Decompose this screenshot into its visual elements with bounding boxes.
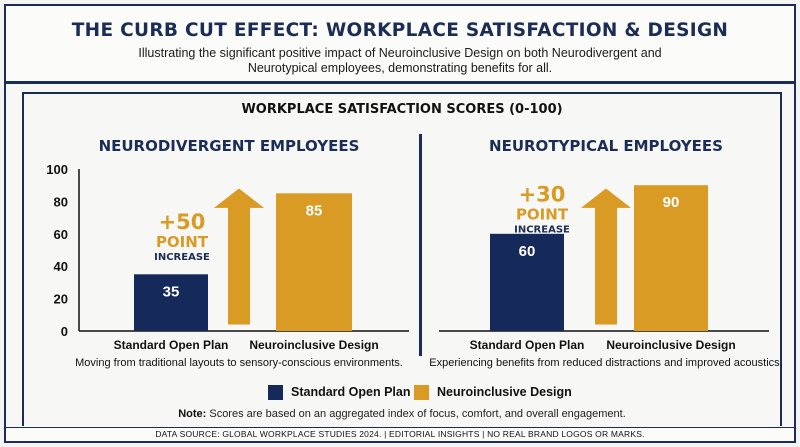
increase-number: +50 bbox=[159, 210, 206, 234]
chart-caption: Moving from traditional layouts to senso… bbox=[75, 357, 403, 369]
increase-unit: POINT bbox=[156, 233, 209, 251]
chart-panel: WORKPLACE SATISFACTION SCORES (0-100) NE… bbox=[22, 92, 783, 426]
y-tick-label: 20 bbox=[54, 292, 68, 307]
panel-title: WORKPLACE SATISFACTION SCORES (0-100) bbox=[241, 102, 563, 117]
note-text: Scores are based on an aggregated index … bbox=[206, 408, 626, 420]
legend-item-neuroinclusive: Neuroinclusive Design bbox=[414, 382, 572, 402]
y-tick-label: 0 bbox=[61, 324, 68, 339]
header: THE CURB CUT EFFECT: WORKPLACE SATISFACT… bbox=[6, 6, 794, 84]
bar bbox=[490, 233, 564, 331]
page-subtitle: Illustrating the significant positive im… bbox=[138, 46, 662, 75]
note: Note: Scores are based on an aggregated … bbox=[24, 408, 780, 420]
bar-charts: NEURODIVERGENT EMPLOYEES 0 20 40 60 80 100 35 St… bbox=[46, 137, 782, 369]
bar-value-label: 60 bbox=[519, 243, 536, 260]
increase-number: +30 bbox=[519, 182, 566, 206]
footer: DATA SOURCE: GLOBAL WORKPLACE STUDIES 20… bbox=[6, 427, 794, 441]
legend-swatch-neuroinclusive bbox=[414, 384, 429, 400]
infographic-frame: THE CURB CUT EFFECT: WORKPLACE SATISFACT… bbox=[4, 4, 796, 443]
bar bbox=[634, 185, 708, 331]
x-category-label: Neuroinclusive Design bbox=[606, 338, 735, 352]
increase-arrow-icon bbox=[214, 188, 264, 325]
x-category-label: Standard Open Plan bbox=[114, 338, 229, 352]
x-category-label: Standard Open Plan bbox=[470, 338, 585, 352]
increase-unit: POINT bbox=[516, 205, 569, 223]
y-tick-label: 60 bbox=[54, 227, 68, 242]
legend-item-standard: Standard Open Plan bbox=[268, 382, 410, 402]
y-tick-label: 100 bbox=[46, 162, 68, 177]
note-label: Note: bbox=[178, 408, 207, 420]
chart-title: NEURODIVERGENT EMPLOYEES bbox=[99, 137, 360, 155]
bar bbox=[134, 274, 208, 331]
y-tick-label: 80 bbox=[54, 194, 68, 209]
increase-label: INCREASE bbox=[154, 252, 210, 263]
increase-label: INCREASE bbox=[514, 224, 570, 235]
bar-value-label: 90 bbox=[663, 194, 680, 211]
panel-divider bbox=[419, 134, 422, 356]
x-category-label: Neuroinclusive Design bbox=[249, 338, 378, 352]
bar bbox=[276, 193, 352, 331]
legend-label-standard: Standard Open Plan bbox=[291, 385, 411, 399]
legend: Standard Open Plan Neuroinclusive Design bbox=[24, 382, 780, 402]
chart-caption: Experiencing benefits from reduced distr… bbox=[429, 357, 782, 369]
page-title: THE CURB CUT EFFECT: WORKPLACE SATISFACT… bbox=[71, 20, 729, 41]
y-tick-label: 40 bbox=[54, 259, 68, 274]
legend-label-neuroinclusive: Neuroinclusive Design bbox=[437, 385, 572, 399]
increase-arrow-icon bbox=[581, 188, 631, 325]
chart-title: NEUROTYPICAL EMPLOYEES bbox=[489, 137, 723, 155]
bar-value-label: 85 bbox=[306, 202, 323, 219]
bar-value-label: 35 bbox=[163, 283, 180, 300]
legend-swatch-standard bbox=[268, 384, 283, 400]
